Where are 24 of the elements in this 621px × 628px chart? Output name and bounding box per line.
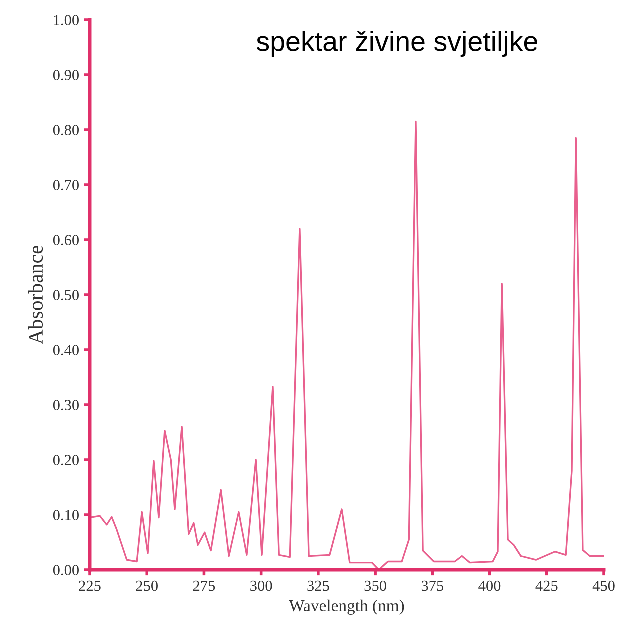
y-tick-label: 0.20 (53, 455, 79, 466)
x-axis-title: Wavelength (nm) (289, 600, 404, 615)
y-tick-label: 1.00 (54, 15, 79, 26)
y-tick-label: 0.60 (53, 235, 79, 246)
y-tick-label: 0.00 (53, 565, 79, 576)
y-tick-label: 0.70 (53, 180, 79, 191)
x-tick-label: 425 (536, 580, 558, 592)
x-tick-label: 300 (250, 580, 272, 592)
x-tick-label: 250 (136, 580, 158, 592)
y-tick-label: 0.10 (53, 510, 79, 521)
x-tick-label: 275 (193, 580, 216, 592)
x-tick-label: 450 (592, 580, 615, 592)
x-tick-label: 350 (364, 580, 386, 592)
chart-title: spektar živine svjetiljke (256, 30, 538, 57)
y-tick-label: 0.80 (53, 125, 79, 136)
x-tick-label: 400 (478, 580, 501, 592)
y-axis-title: Absorbance (28, 246, 44, 345)
y-tick-label: 0.30 (53, 400, 79, 411)
y-tick-label: 0.50 (53, 290, 79, 301)
x-tick-label: 325 (308, 580, 330, 592)
y-tick-label: 0.40 (53, 345, 79, 356)
x-tick-label: 375 (422, 580, 444, 592)
y-tick-label: 0.90 (53, 70, 79, 81)
x-tick-label: 225 (79, 580, 101, 592)
